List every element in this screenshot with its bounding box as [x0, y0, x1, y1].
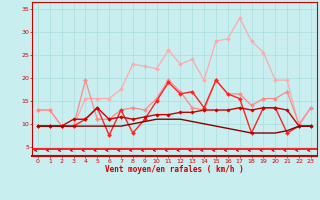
- X-axis label: Vent moyen/en rafales ( km/h ): Vent moyen/en rafales ( km/h ): [105, 165, 244, 174]
